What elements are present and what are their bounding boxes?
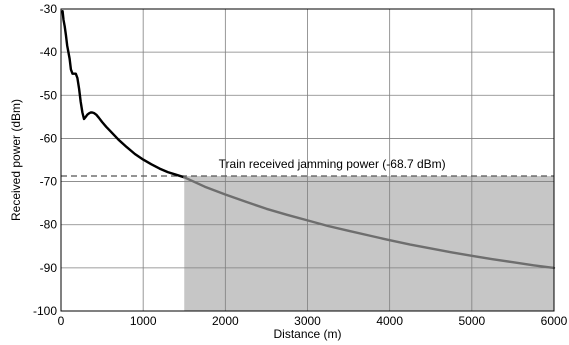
tick-label-layer: 0 1000 2000 3000 4000 5000 6000 -100 -90 -80 -70 -6…	[33, 2, 568, 328]
grid-layer	[61, 9, 554, 311]
y-tick-label: -50	[40, 88, 58, 102]
x-tick-label: 0	[58, 314, 65, 328]
y-tick-label: -60	[40, 131, 58, 145]
x-tick-label: 1000	[130, 314, 157, 328]
plot-frame	[60, 8, 555, 312]
y-tick-label: -100	[33, 304, 57, 318]
x-tick-label: 4000	[376, 314, 403, 328]
x-tick-label: 6000	[541, 314, 568, 328]
y-tick-label: -70	[40, 175, 58, 189]
x-tick-label: 3000	[294, 314, 321, 328]
y-tick-label: -90	[40, 261, 58, 275]
y-tick-label: -30	[40, 2, 58, 16]
x-tick-label: 5000	[458, 314, 485, 328]
reference-annotation: Train received jamming power (-68.7 dBm)	[219, 157, 446, 171]
series-layer	[61, 9, 556, 270]
y-tick-label: -40	[40, 45, 58, 59]
shaded-region-layer	[184, 175, 554, 311]
series-line-1	[61, 9, 186, 179]
series-line-2	[183, 176, 556, 270]
x-tick-label: 2000	[212, 314, 239, 328]
y-tick-label: -80	[40, 218, 58, 232]
shaded-region	[184, 175, 554, 311]
x-axis-title: Distance (m)	[273, 327, 341, 341]
y-axis-title: Received power (dBm)	[9, 99, 23, 221]
